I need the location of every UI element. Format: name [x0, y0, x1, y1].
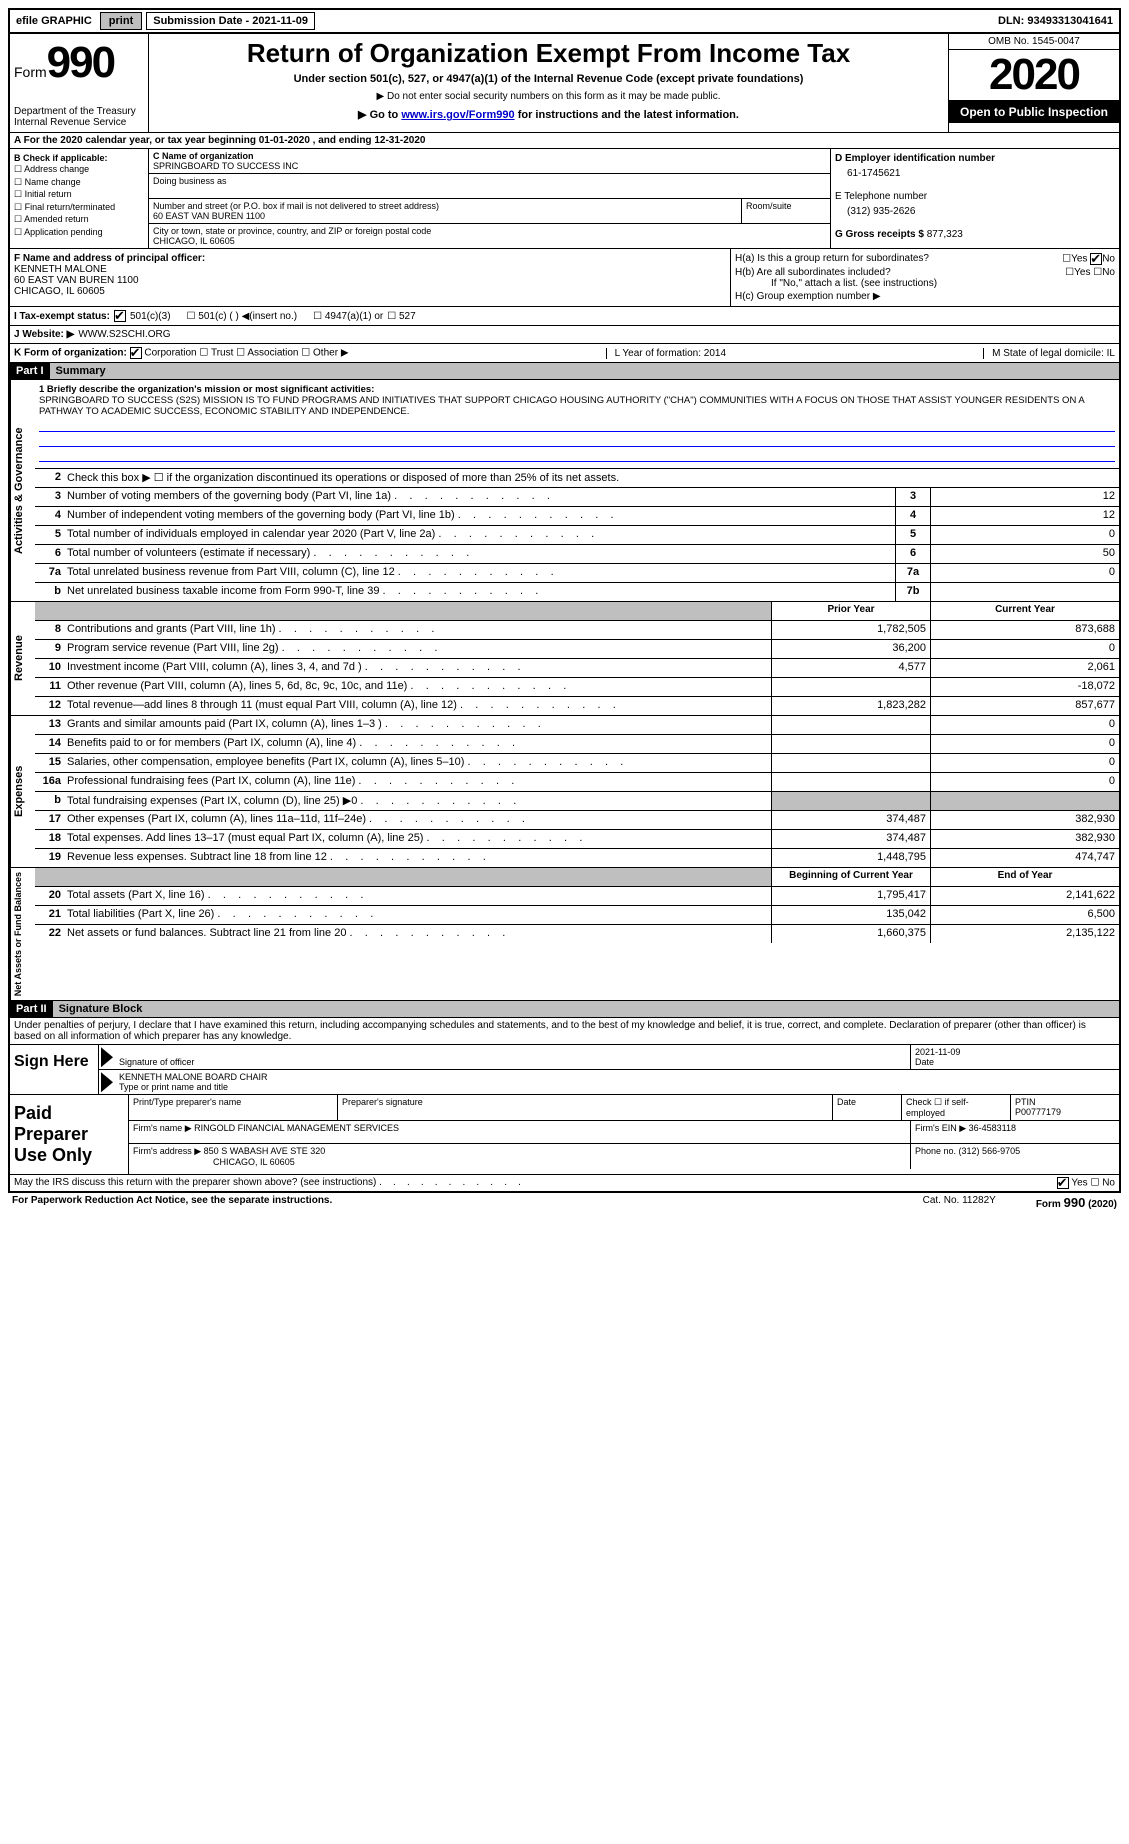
top-bar: efile GRAPHIC print Submission Date - 20… [8, 8, 1121, 34]
table-row: 4 Number of independent voting members o… [35, 506, 1119, 525]
col-headers-net: Beginning of Current Year End of Year [35, 868, 1119, 886]
table-row: 20 Total assets (Part X, line 16) 1,795,… [35, 886, 1119, 905]
row-a: A For the 2020 calendar year, or tax yea… [10, 132, 1119, 148]
form-container: Form990 Department of the Treasury Inter… [8, 34, 1121, 1193]
col-f: F Name and address of principal officer:… [10, 249, 730, 306]
sign-here: Sign Here Signature of officer 2021-11-0… [10, 1044, 1119, 1094]
section-fh: F Name and address of principal officer:… [10, 248, 1119, 306]
table-row: 5 Total number of individuals employed i… [35, 525, 1119, 544]
table-row: 18 Total expenses. Add lines 13–17 (must… [35, 829, 1119, 848]
addr-cell: Number and street (or P.O. box if mail i… [149, 199, 742, 223]
form-header: Form990 Department of the Treasury Inter… [10, 34, 1119, 132]
cb-501c3[interactable] [114, 310, 126, 322]
part2-header: Part II Signature Block [10, 1000, 1119, 1017]
table-row: 10 Investment income (Part VIII, column … [35, 658, 1119, 677]
section-bc: B Check if applicable: ☐ Address change … [10, 148, 1119, 248]
cb-address[interactable]: ☐ Address change [14, 163, 144, 176]
cb-final[interactable]: ☐ Final return/terminated [14, 201, 144, 214]
table-row: 15 Salaries, other compensation, employe… [35, 753, 1119, 772]
form-title: Return of Organization Exempt From Incom… [157, 38, 940, 69]
line2: 2 Check this box ▶ ☐ if the organization… [35, 468, 1119, 487]
table-row: 13 Grants and similar amounts paid (Part… [35, 716, 1119, 734]
table-row: 6 Total number of volunteers (estimate i… [35, 544, 1119, 563]
submission-date: Submission Date - 2021-11-09 [146, 12, 315, 30]
table-row: 12 Total revenue—add lines 8 through 11 … [35, 696, 1119, 715]
arrow-icon [101, 1047, 113, 1067]
table-row: 16a Professional fundraising fees (Part … [35, 772, 1119, 791]
irs-link[interactable]: www.irs.gov/Form990 [401, 109, 514, 121]
summary-governance: Activities & Governance 1 Briefly descri… [10, 379, 1119, 601]
summary-revenue: Revenue Prior Year Current Year 8 Contri… [10, 601, 1119, 715]
website-value: WWW.S2SCHI.ORG [78, 329, 170, 340]
note1: ▶ Do not enter social security numbers o… [157, 91, 940, 102]
omb-number: OMB No. 1545-0047 [949, 34, 1119, 50]
table-row: 9 Program service revenue (Part VIII, li… [35, 639, 1119, 658]
col-c: C Name of organization SPRINGBOARD TO SU… [149, 149, 830, 248]
cb-initial[interactable]: ☐ Initial return [14, 188, 144, 201]
row-m: M State of legal domicile: IL [983, 348, 1115, 359]
print-button[interactable]: print [100, 12, 142, 30]
row-i: I Tax-exempt status: 501(c)(3) ☐ 501(c) … [10, 306, 1119, 325]
header-left: Form990 Department of the Treasury Inter… [10, 34, 149, 132]
table-row: b Net unrelated business taxable income … [35, 582, 1119, 601]
summary-expenses: Expenses 13 Grants and similar amounts p… [10, 715, 1119, 867]
arrow-icon [101, 1072, 113, 1092]
table-row: 21 Total liabilities (Part X, line 26) 1… [35, 905, 1119, 924]
dept-label: Department of the Treasury Internal Reve… [14, 106, 144, 128]
tax-year: 2020 [949, 50, 1119, 101]
part1-header: Part I Summary [10, 362, 1119, 379]
city-cell: City or town, state or province, country… [149, 224, 830, 248]
hb-answer: ☐Yes ☐No [1065, 267, 1115, 278]
row-kl: K Form of organization: Corporation ☐ Tr… [10, 343, 1119, 362]
summary-netassets: Net Assets or Fund Balances Beginning of… [10, 867, 1119, 1000]
dba-cell: Doing business as [149, 174, 830, 198]
subtitle: Under section 501(c), 527, or 4947(a)(1)… [157, 73, 940, 85]
penalty-text: Under penalties of perjury, I declare th… [10, 1017, 1119, 1044]
page-footer: For Paperwork Reduction Act Notice, see … [8, 1193, 1121, 1212]
header-right: OMB No. 1545-0047 2020 Open to Public In… [948, 34, 1119, 132]
row-l: L Year of formation: 2014 [606, 348, 726, 359]
room-cell: Room/suite [742, 199, 830, 223]
gross-receipts: G Gross receipts $ 877,323 [835, 229, 1115, 240]
col-headers-rev: Prior Year Current Year [35, 602, 1119, 620]
table-row: 11 Other revenue (Part VIII, column (A),… [35, 677, 1119, 696]
table-row: 19 Revenue less expenses. Subtract line … [35, 848, 1119, 867]
note2: ▶ Go to www.irs.gov/Form990 for instruct… [157, 108, 940, 121]
mission-block: 1 Briefly describe the organization's mi… [35, 380, 1119, 468]
row-k: K Form of organization: Corporation ☐ Tr… [14, 347, 349, 359]
open-public: Open to Public Inspection [949, 101, 1119, 123]
table-row: 17 Other expenses (Part IX, column (A), … [35, 810, 1119, 829]
col-b: B Check if applicable: ☐ Address change … [10, 149, 149, 248]
table-row: 14 Benefits paid to or for members (Part… [35, 734, 1119, 753]
cb-amended[interactable]: ☐ Amended return [14, 213, 144, 226]
col-de: D Employer identification number 61-1745… [830, 149, 1119, 248]
header-center: Return of Organization Exempt From Incom… [149, 34, 948, 132]
discuss-row: May the IRS discuss this return with the… [10, 1174, 1119, 1191]
paid-preparer: Paid Preparer Use Only Print/Type prepar… [10, 1094, 1119, 1174]
cb-name[interactable]: ☐ Name change [14, 176, 144, 189]
ha-answer: ☐Yes No [1062, 253, 1115, 265]
cb-app[interactable]: ☐ Application pending [14, 226, 144, 239]
table-row: 7a Total unrelated business revenue from… [35, 563, 1119, 582]
efile-label: efile GRAPHIC [12, 15, 96, 27]
table-row: b Total fundraising expenses (Part IX, c… [35, 791, 1119, 810]
table-row: 3 Number of voting members of the govern… [35, 487, 1119, 506]
table-row: 22 Net assets or fund balances. Subtract… [35, 924, 1119, 943]
ein-value: 61-1745621 [847, 168, 1115, 179]
dln: DLN: 93493313041641 [998, 15, 1117, 27]
org-name-cell: C Name of organization SPRINGBOARD TO SU… [149, 149, 830, 173]
row-j: J Website: ▶ WWW.S2SCHI.ORG [10, 325, 1119, 343]
col-h: H(a) Is this a group return for subordin… [730, 249, 1119, 306]
table-row: 8 Contributions and grants (Part VIII, l… [35, 620, 1119, 639]
phone-value: (312) 935-2626 [847, 206, 1115, 217]
